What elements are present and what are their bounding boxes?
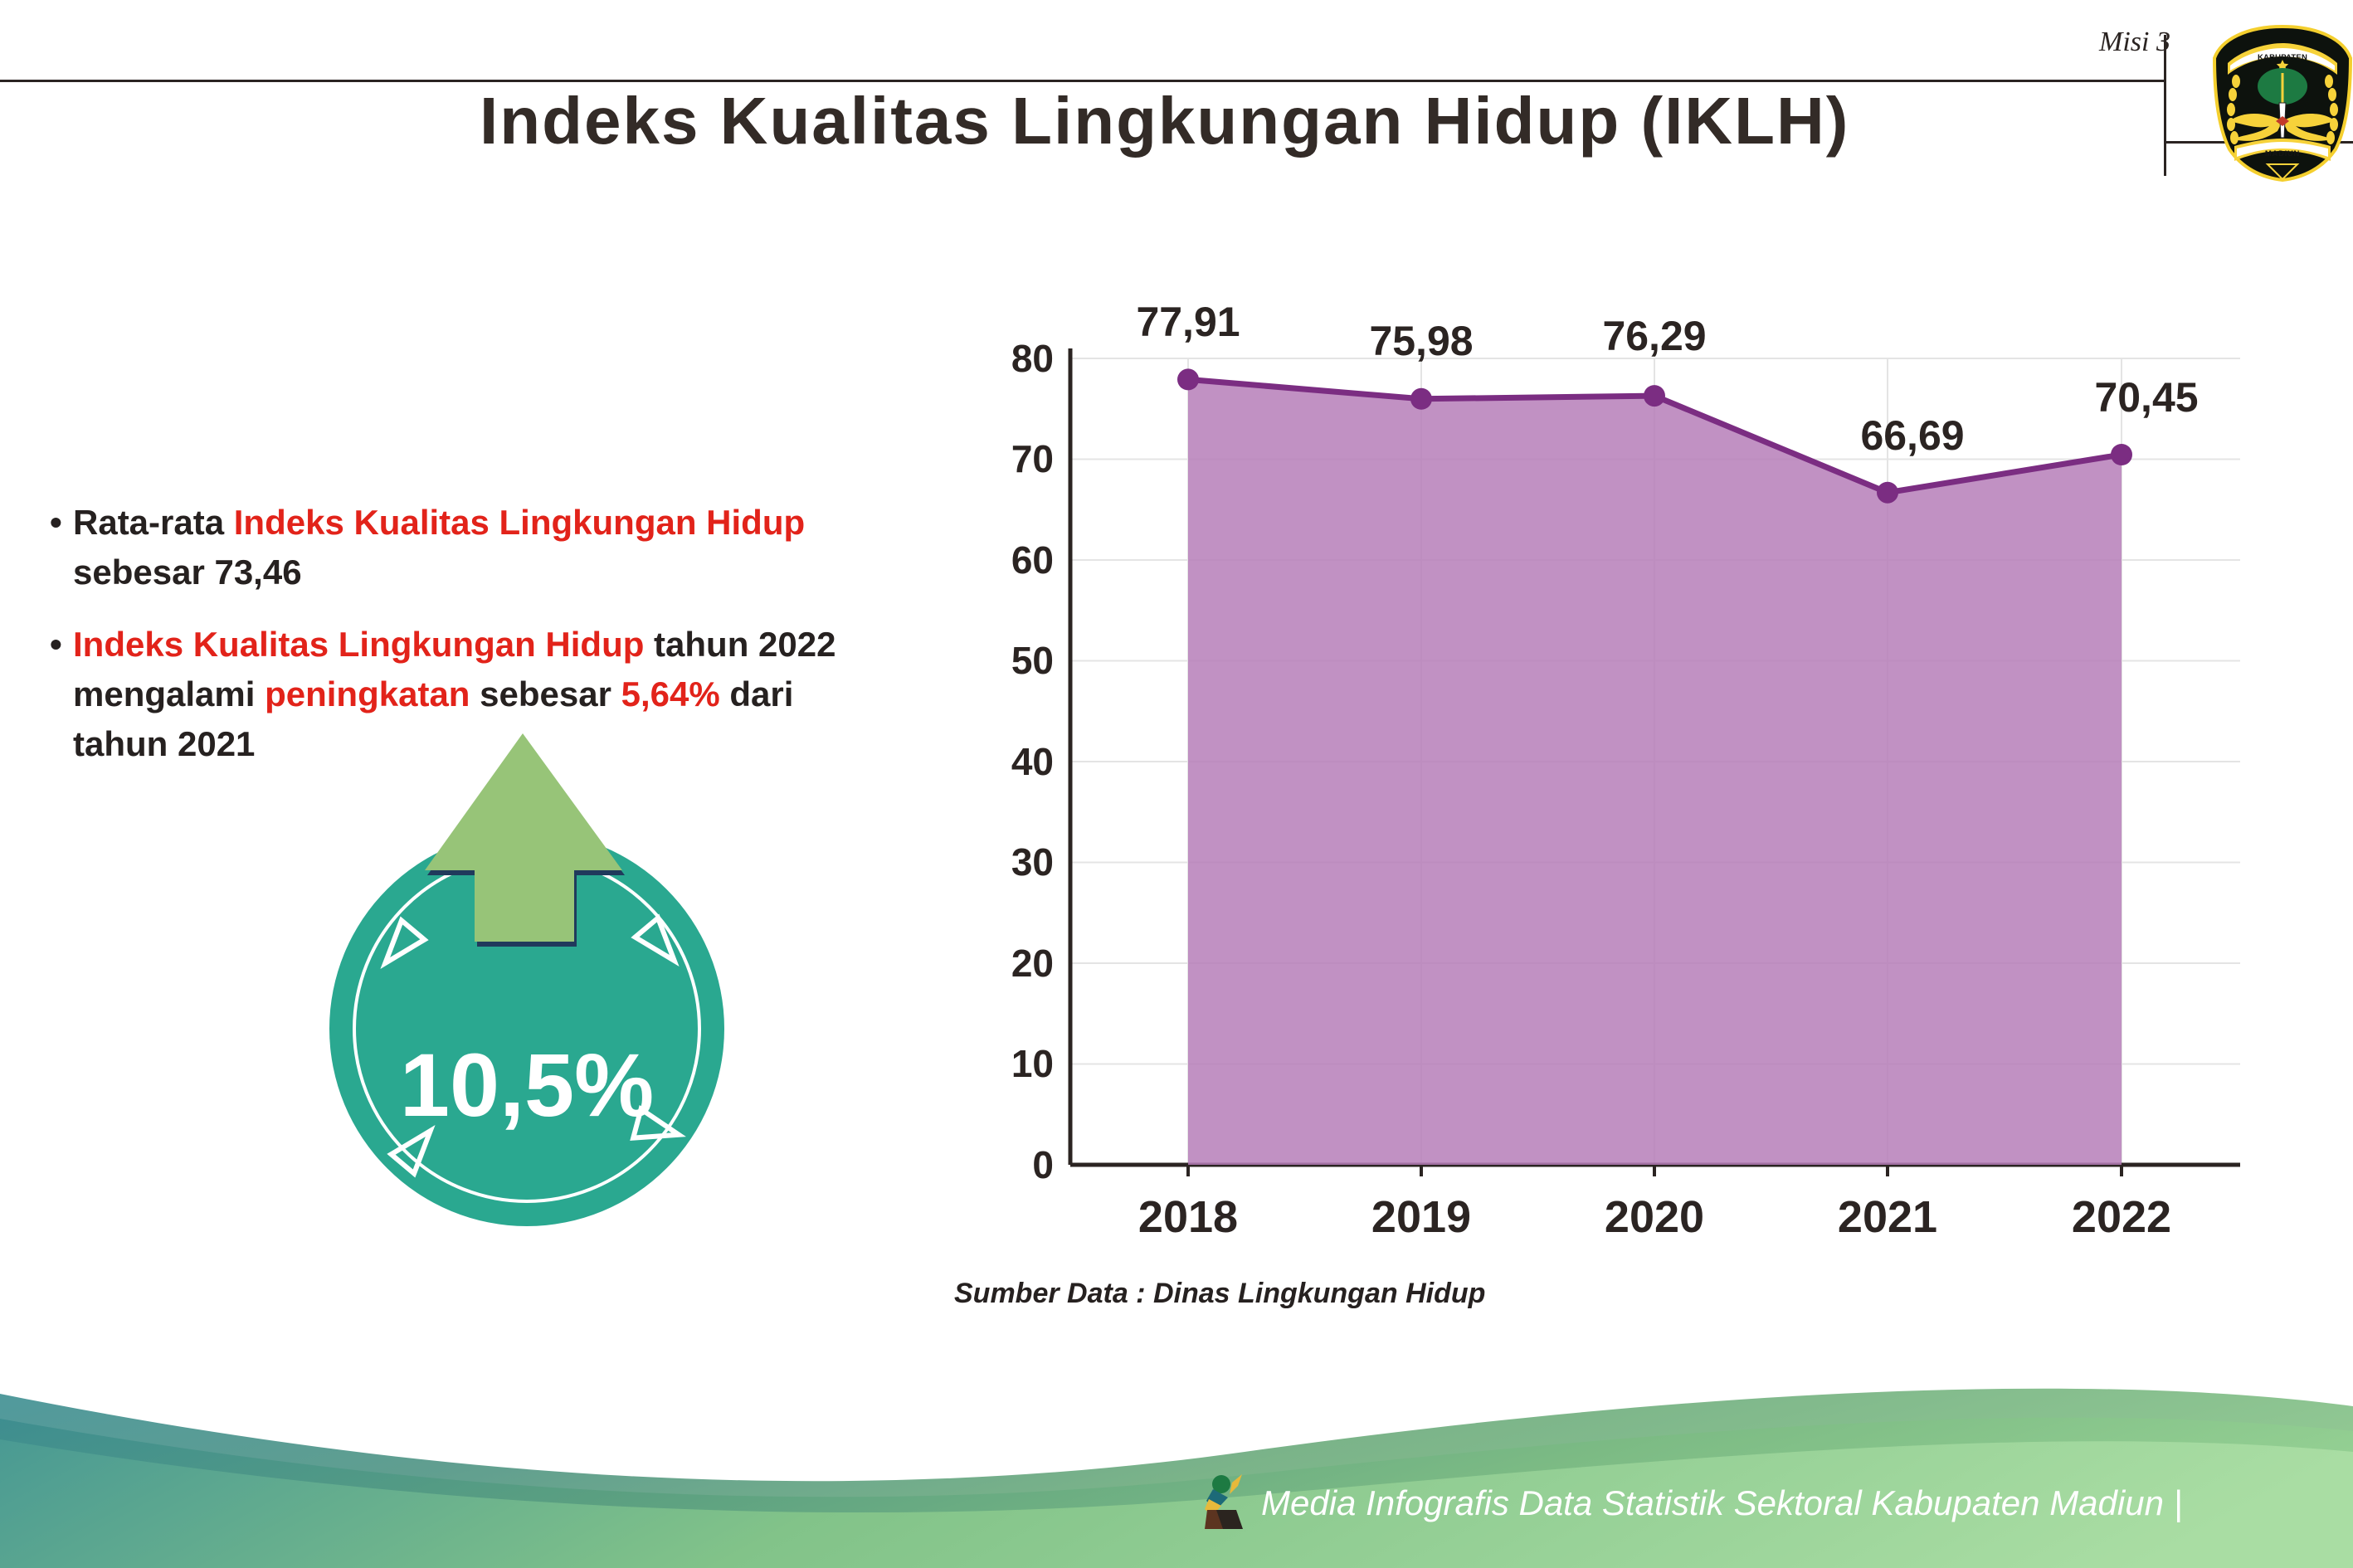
svg-text:80: 80 <box>1011 337 1054 380</box>
svg-text:2020: 2020 <box>1605 1192 1704 1242</box>
svg-text:70,45: 70,45 <box>2094 374 2198 421</box>
svg-text:2018: 2018 <box>1138 1192 1238 1242</box>
svg-text:50: 50 <box>1011 639 1054 682</box>
svg-text:30: 30 <box>1011 840 1054 884</box>
svg-text:70: 70 <box>1011 437 1054 480</box>
svg-text:40: 40 <box>1011 740 1054 783</box>
svg-text:20: 20 <box>1011 942 1054 985</box>
svg-text:0: 0 <box>1032 1143 1054 1186</box>
svg-text:76,29: 76,29 <box>1602 313 1706 359</box>
svg-text:10: 10 <box>1011 1042 1054 1085</box>
svg-text:10,5%: 10,5% <box>400 1035 654 1135</box>
svg-text:75,98: 75,98 <box>1369 318 1473 364</box>
svg-text:60: 60 <box>1011 538 1054 582</box>
svg-text:2019: 2019 <box>1371 1192 1471 1242</box>
svg-text:66,69: 66,69 <box>1860 412 1964 459</box>
svg-text:MADIUN: MADIUN <box>2265 149 2300 158</box>
svg-text:2022: 2022 <box>2072 1192 2171 1242</box>
svg-text:77,91: 77,91 <box>1136 299 1240 345</box>
svg-text:2021: 2021 <box>1838 1192 1937 1242</box>
